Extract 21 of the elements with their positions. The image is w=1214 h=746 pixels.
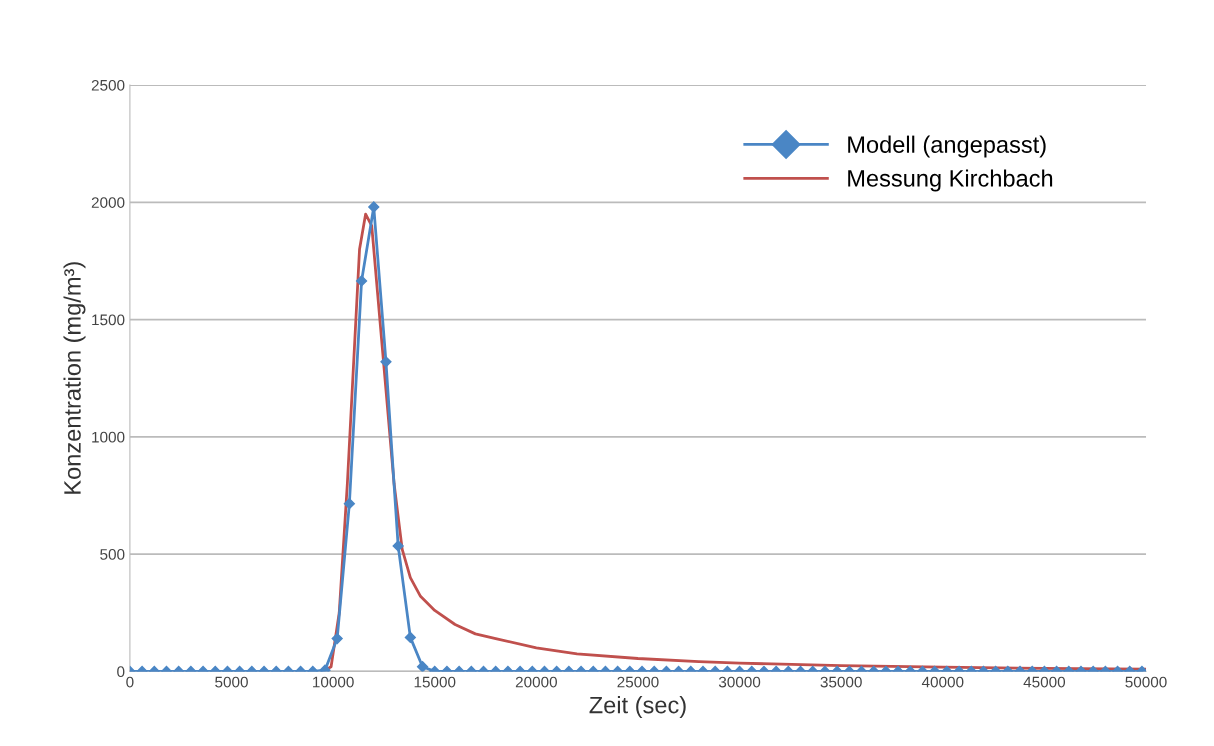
y-tick-label: 2500 bbox=[91, 79, 125, 91]
x-tick-label: 50000 bbox=[1125, 676, 1167, 688]
y-tick-label: 1500 bbox=[92, 314, 125, 326]
y-tick-label: 0 bbox=[117, 666, 125, 678]
x-tick-label: 15000 bbox=[414, 676, 456, 688]
x-tick-label: 10000 bbox=[313, 676, 354, 688]
x-tick-label: 40000 bbox=[921, 676, 964, 688]
x-axis-title: Zeit (sec) bbox=[589, 696, 686, 719]
x-tick-label: 30000 bbox=[718, 676, 761, 688]
x-tick-label: 0 bbox=[126, 676, 134, 688]
y-axis-title: Konzentration (mg/m³) bbox=[63, 262, 86, 494]
y-tick-label: 1000 bbox=[92, 431, 125, 443]
legend-label: Messung Kirchbach bbox=[848, 169, 1053, 192]
x-tick-label: 20000 bbox=[515, 676, 557, 688]
x-tick-label: 5000 bbox=[215, 676, 248, 688]
y-tick-label: 2000 bbox=[91, 197, 125, 208]
y-tick-label: 500 bbox=[100, 549, 125, 560]
legend-label: Modell (angepasst) bbox=[848, 135, 1046, 158]
x-tick-label: 45000 bbox=[1023, 676, 1066, 688]
x-tick-label: 25000 bbox=[617, 676, 659, 688]
x-tick-label: 35000 bbox=[820, 676, 862, 688]
